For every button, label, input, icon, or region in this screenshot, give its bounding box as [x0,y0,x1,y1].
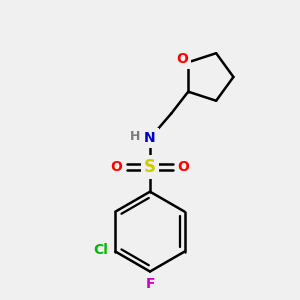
Text: O: O [110,160,122,174]
Text: S: S [144,158,156,176]
Text: F: F [145,277,155,291]
Text: Cl: Cl [93,243,108,257]
Text: N: N [144,131,156,145]
Text: O: O [176,52,188,66]
Text: O: O [178,160,190,174]
Text: H: H [130,130,141,143]
